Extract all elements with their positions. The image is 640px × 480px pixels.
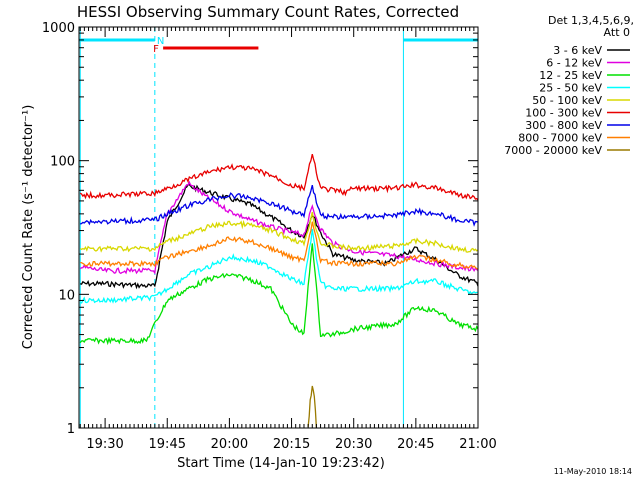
y-tick-label-10: 10 bbox=[58, 288, 75, 303]
legend-label-7000-20000-kev: 7000 - 20000 keV bbox=[504, 144, 602, 157]
series-line-12-25-kev bbox=[79, 243, 479, 346]
plot-frame bbox=[78, 26, 479, 429]
y-tick-label-1000: 1000 bbox=[42, 21, 75, 36]
legend-label-300-800-kev: 300 - 800 keV bbox=[525, 119, 602, 132]
series-line-100-300-kev bbox=[79, 153, 479, 201]
axis-ticks bbox=[79, 27, 479, 429]
legend-label-800-7000-kev: 800 - 7000 keV bbox=[518, 132, 602, 145]
legend-header-line-1: Det 1,3,4,5,6,9, bbox=[548, 14, 634, 27]
series-line-800-7000-kev bbox=[80, 221, 479, 270]
legend-header-line-2: Att 0 bbox=[604, 26, 630, 39]
legend-label-3-6-kev: 3 - 6 keV bbox=[553, 44, 602, 57]
plot-area: NF bbox=[78, 26, 479, 429]
legend-label-100-300-kev: 100 - 300 keV bbox=[525, 107, 602, 120]
vertical-markers bbox=[79, 27, 479, 428]
series-line-6-12-kev bbox=[79, 180, 479, 275]
series-line-3-6-kev bbox=[80, 183, 479, 290]
series-line-300-800-kev bbox=[79, 184, 479, 227]
x-tick-label-19-30: 19:30 bbox=[86, 437, 123, 452]
flag-bars: NF bbox=[79, 36, 478, 55]
y-tick-label-100: 100 bbox=[50, 155, 75, 170]
footer-date: 11-May-2010 18:14 bbox=[554, 467, 632, 476]
x-tick-labels: 19:30 19:45 20:00 20:15 20:30 20:45 21:00 bbox=[86, 437, 496, 452]
x-axis-label: Start Time (14-Jan-10 19:23:42) bbox=[177, 456, 385, 471]
legend-label-12-25-kev: 12 - 25 keV bbox=[539, 69, 602, 82]
legend-label-25-50-kev: 25 - 50 keV bbox=[539, 82, 602, 95]
x-tick-label-20-30: 20:30 bbox=[335, 437, 372, 452]
legend-label-6-12-kev: 6 - 12 keV bbox=[546, 57, 602, 70]
flag-label-f: F bbox=[153, 44, 159, 55]
series-line-7000-20000-kev bbox=[307, 385, 318, 429]
series-line-25-50-kev bbox=[79, 228, 478, 304]
x-tick-label-20-00: 20:00 bbox=[211, 437, 248, 452]
x-tick-label-21-00: 21:00 bbox=[459, 437, 496, 452]
series-lines bbox=[79, 153, 479, 429]
legend-label-50-100-kev: 50 - 100 keV bbox=[532, 94, 602, 107]
x-tick-label-20-45: 20:45 bbox=[397, 437, 434, 452]
flag-label-n: N bbox=[157, 36, 164, 47]
series-line-50-100-kev bbox=[79, 211, 479, 253]
x-tick-label-20-15: 20:15 bbox=[273, 437, 310, 452]
chart-title: HESSI Observing Summary Count Rates, Cor… bbox=[77, 3, 459, 21]
y-tick-labels: 1 10 100 1000 bbox=[42, 21, 75, 437]
x-tick-label-19-45: 19:45 bbox=[149, 437, 186, 452]
y-tick-label-1: 1 bbox=[67, 422, 75, 437]
y-axis-label: Corrected Count Rate (s⁻¹ detector⁻¹) bbox=[21, 105, 36, 350]
